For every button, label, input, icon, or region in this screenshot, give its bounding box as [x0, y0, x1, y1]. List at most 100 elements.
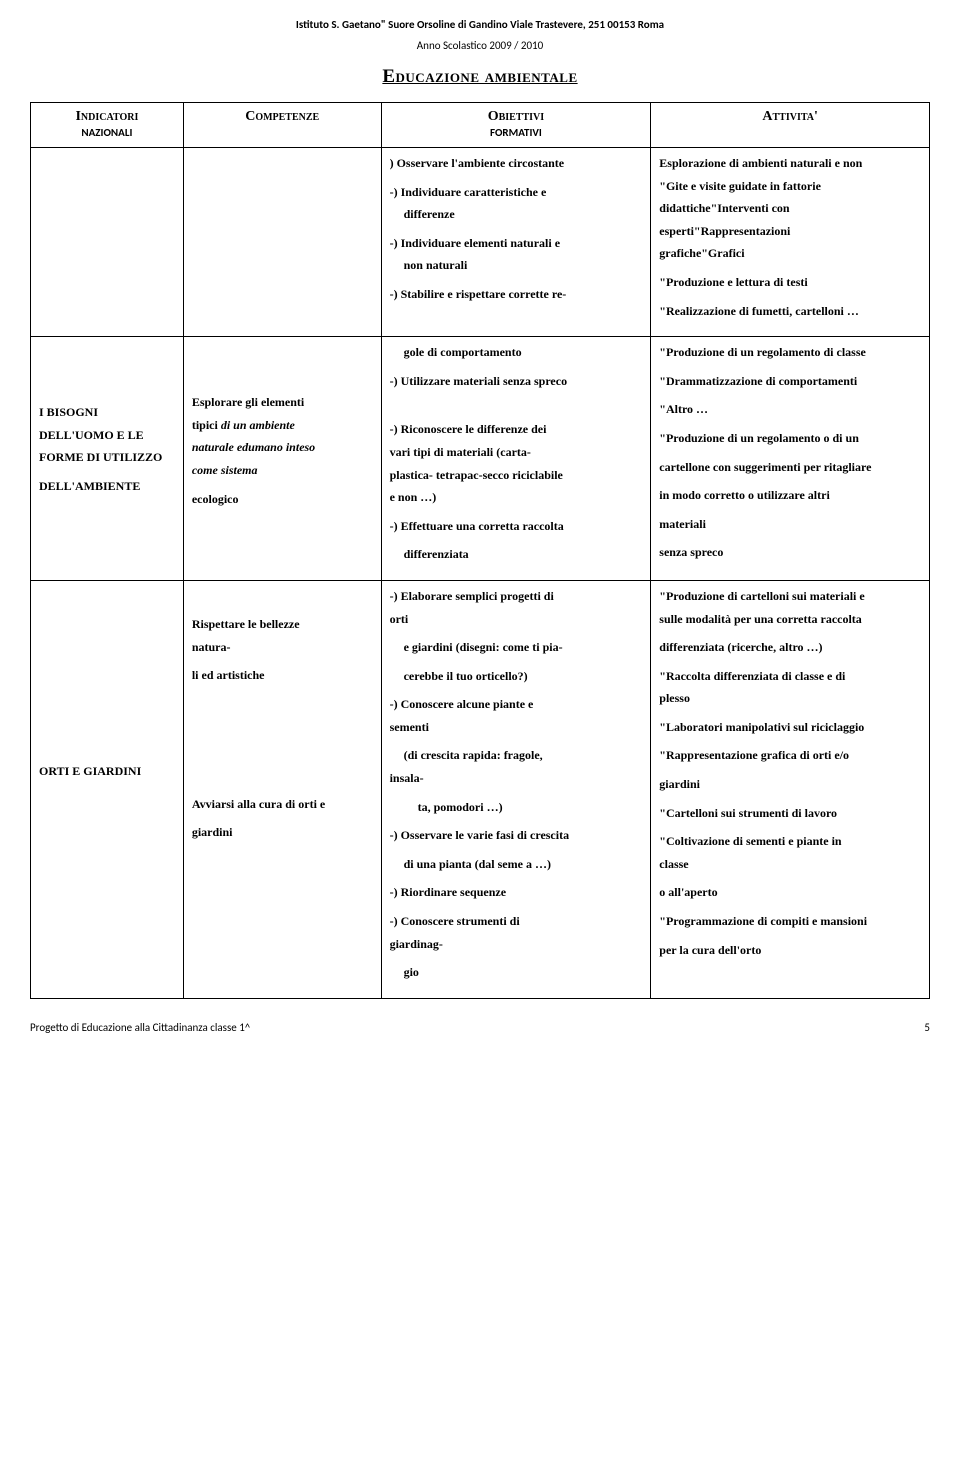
act-text: differenziata (ricerche, altro …) [659, 638, 921, 657]
page-title: Educazione ambientale [30, 66, 930, 88]
th-obiettivi-sub: FORMATIVI [490, 126, 542, 139]
act-text: senza spreco [659, 543, 921, 562]
cell-competenze-3: Rispettare le bellezze natura- li ed art… [183, 580, 381, 998]
act-text: "Laboratori manipolativi sul riciclaggio [659, 718, 921, 737]
table-header-row: Indicatori NAZIONALI Competenze Obiettiv… [31, 103, 930, 148]
act-text: classe [659, 855, 921, 874]
th-indicatori-main: Indicatori [75, 109, 138, 124]
obj-text: -) Individuare caratteristiche e [390, 183, 643, 202]
institution-line: Istituto S. Gaetano" Suore Orsoline di G… [30, 18, 930, 31]
obj-text: -) Osservare le varie fasi di crescita [390, 826, 643, 845]
table-row: ) Osservare l'ambiente circostante -) In… [31, 148, 930, 337]
act-text: Esplorazione di ambienti naturali e non [659, 154, 921, 173]
comp-text: giardini [192, 823, 373, 842]
act-text: cartellone con suggerimenti per ritaglia… [659, 458, 921, 477]
cell-attivita-1: Esplorazione di ambienti naturali e non … [651, 148, 930, 337]
obj-text: non naturali [390, 256, 643, 275]
act-text: grafiche"Grafici [659, 244, 921, 263]
th-obiettivi-main: Obiettivi [488, 109, 544, 124]
school-year-line: Anno Scolastico 2009 / 2010 [30, 39, 930, 52]
obj-text: -) Elaborare semplici progetti di [390, 587, 643, 606]
obj-text: vari tipi di materiali (carta- [390, 443, 643, 462]
act-text: "Drammatizzazione di comportamenti [659, 372, 921, 391]
obj-text: plastica- tetrapac-secco riciclabile [390, 466, 643, 485]
comp-text: Rispettare le bellezze [192, 615, 373, 634]
cell-obiettivi-1: ) Osservare l'ambiente circostante -) In… [381, 148, 651, 337]
obj-text: cerebbe il tuo orticello?) [390, 667, 643, 686]
obj-text: differenze [390, 205, 643, 224]
comp-text: natura- [192, 638, 373, 657]
cell-attivita-2: "Produzione di un regolamento di classe … [651, 337, 930, 581]
obj-text: -) Conoscere strumenti di [390, 912, 643, 931]
comp-text: Esplorare gli elementi [192, 393, 373, 412]
th-obiettivi: Obiettivi FORMATIVI [381, 103, 651, 148]
th-competenze: Competenze [183, 103, 381, 148]
cell-indicatori-2: I BISOGNI DELL'UOMO E LE FORME DI UTILIZ… [31, 337, 184, 581]
act-text: "Produzione e lettura di testi [659, 273, 921, 292]
cell-obiettivi-2: gole di comportamento -) Utilizzare mate… [381, 337, 651, 581]
obj-text: orti [390, 610, 643, 629]
act-text: in modo corretto o utilizzare altri [659, 486, 921, 505]
act-text: "Rappresentazione grafica di orti e/o [659, 746, 921, 765]
cell-obiettivi-3: -) Elaborare semplici progetti di orti e… [381, 580, 651, 998]
obj-text: -) Riconoscere le differenze dei [390, 420, 643, 439]
table-row: I BISOGNI DELL'UOMO E LE FORME DI UTILIZ… [31, 337, 930, 581]
act-text: "Programmazione di compiti e mansioni [659, 912, 921, 931]
act-text: "Produzione di cartelloni sui materiali … [659, 587, 921, 606]
footer-left: Progetto di Educazione alla Cittadinanza… [30, 1021, 250, 1034]
obj-text: -) Individuare elementi naturali e [390, 234, 643, 253]
act-text: materiali [659, 515, 921, 534]
comp-text: naturale edumano inteso [192, 438, 373, 457]
obj-text: gio [390, 963, 643, 982]
obj-text: gole di comportamento [390, 343, 643, 362]
act-text: giardini [659, 775, 921, 794]
footer: Progetto di Educazione alla Cittadinanza… [30, 1021, 930, 1034]
obj-text: -) Utilizzare materiali senza spreco [390, 372, 643, 391]
ind-text: DELL'UOMO E LE [39, 426, 175, 445]
act-text: esperti"Rappresentazioni [659, 222, 921, 241]
act-text: "Produzione di un regolamento o di un [659, 429, 921, 448]
comp-text: come sistema [192, 461, 373, 480]
obj-text: (di crescita rapida: fragole, [390, 746, 643, 765]
table-row: ORTI E GIARDINI Rispettare le bellezze n… [31, 580, 930, 998]
cell-competenze-2: Esplorare gli elementi tipici di un ambi… [183, 337, 381, 581]
comp-text: li ed artistiche [192, 666, 373, 685]
act-text: per la cura dell'orto [659, 941, 921, 960]
obj-text: ) Osservare l'ambiente circostante [390, 154, 643, 173]
act-text: "Altro … [659, 400, 921, 419]
act-text: o all'aperto [659, 883, 921, 902]
ind-text: I BISOGNI [39, 403, 175, 422]
obj-text: -) Stabilire e rispettare corrette re- [390, 285, 643, 304]
obj-text: giardinag- [390, 935, 643, 954]
obj-text: differenziata [390, 545, 643, 564]
th-attivita: Attivita' [651, 103, 930, 148]
cell-indicatori-1 [31, 148, 184, 337]
comp-text: Avviarsi alla cura di orti e [192, 795, 373, 814]
ind-text: DELL'AMBIENTE [39, 477, 175, 496]
act-text: "Cartelloni sui strumenti di lavoro [659, 804, 921, 823]
cell-attivita-3: "Produzione di cartelloni sui materiali … [651, 580, 930, 998]
act-text: sulle modalità per una corretta raccolta [659, 610, 921, 629]
obj-text: -) Effettuare una corretta raccolta [390, 517, 643, 536]
comp-text: tipici di un ambiente [192, 416, 373, 435]
th-indicatori: Indicatori NAZIONALI [31, 103, 184, 148]
ind-text: ORTI E GIARDINI [39, 762, 175, 781]
footer-page-number: 5 [924, 1021, 930, 1034]
act-text: "Raccolta differenziata di classe e di [659, 667, 921, 686]
comp-text: ecologico [192, 490, 373, 509]
obj-text: e non …) [390, 488, 643, 507]
act-text: "Gite e visite guidate in fattorie [659, 177, 921, 196]
cell-indicatori-3: ORTI E GIARDINI [31, 580, 184, 998]
obj-text: di una pianta (dal seme a …) [390, 855, 643, 874]
ind-text: FORME DI UTILIZZO [39, 448, 175, 467]
obj-text: insala- [390, 769, 643, 788]
act-text: "Produzione di un regolamento di classe [659, 343, 921, 362]
cell-competenze-1 [183, 148, 381, 337]
act-text: didattiche"Interventi con [659, 199, 921, 218]
curriculum-table: Indicatori NAZIONALI Competenze Obiettiv… [30, 102, 930, 999]
obj-text: ta, pomodori …) [390, 798, 643, 817]
obj-text: -) Riordinare sequenze [390, 883, 643, 902]
obj-text: e giardini (disegni: come ti pia- [390, 638, 643, 657]
act-text: plesso [659, 689, 921, 708]
obj-text: -) Conoscere alcune piante e [390, 695, 643, 714]
